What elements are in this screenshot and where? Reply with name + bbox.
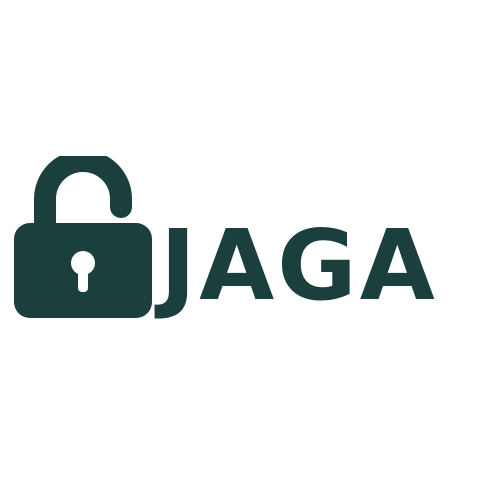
keyhole	[71, 251, 95, 275]
padlock-shackle	[34, 156, 132, 238]
open-padlock-icon	[14, 156, 152, 318]
keyhole-slot	[78, 264, 88, 292]
brand-wordmark: JAGA	[160, 209, 438, 322]
